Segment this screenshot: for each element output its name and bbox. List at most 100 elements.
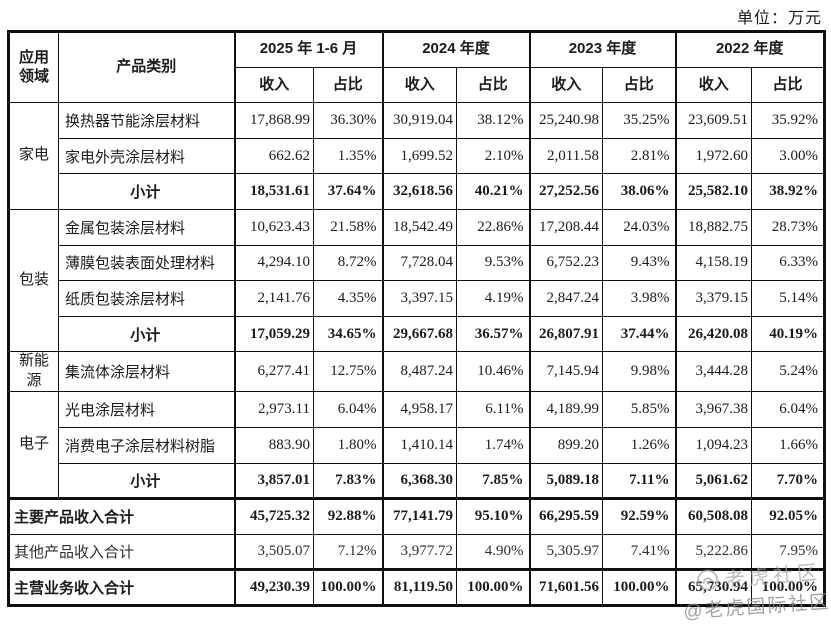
revenue-cell: 2,011.58 (528, 137, 603, 175)
subheader-revenue: 收入 (528, 66, 603, 104)
revenue-cell: 81,119.50 (381, 568, 457, 606)
revenue-cell: 17,059.29 (233, 315, 314, 353)
revenue-cell: 3,444.28 (674, 351, 752, 393)
category-cell: 纸质包装涂层材料 (58, 280, 235, 317)
subheader-revenue: 收入 (233, 66, 314, 104)
application-area-cell: 家电 (8, 102, 59, 210)
share-cell: 7.41% (602, 533, 676, 571)
revenue-cell: 23,609.51 (674, 102, 752, 139)
table-row: 小计 3,857.01 7.83% 6,368.30 7.85% 5,089.18 7.11… (9, 462, 825, 500)
revenue-cell: 1,094.23 (674, 426, 752, 464)
revenue-cell: 29,667.68 (381, 315, 457, 353)
share-cell: 6.04% (313, 391, 383, 428)
revenue-cell: 60,508.08 (674, 497, 752, 535)
share-cell: 9.98% (602, 351, 676, 393)
revenue-cell: 6,277.41 (233, 351, 314, 393)
share-cell: 38.92% (751, 173, 825, 210)
share-cell: 1.35% (313, 137, 383, 175)
share-cell: 4.35% (313, 280, 383, 317)
revenue-cell: 18,882.75 (674, 208, 752, 246)
share-cell: 5.14% (751, 280, 825, 317)
revenue-cell: 899.20 (528, 426, 603, 464)
share-cell: 2.10% (456, 137, 530, 175)
revenue-cell: 4,189.99 (528, 391, 603, 428)
table-row: 消费电子涂层材料树脂 883.90 1.80% 1,410.14 1.74% 899.20… (9, 426, 825, 464)
application-area-cell: 电子 (8, 391, 59, 500)
table-row: 电子 光电涂层材料 2,973.11 6.04% 4,958.17 6.11% 4,189.… (8, 391, 825, 500)
category-cell: 家电外壳涂层材料 (58, 137, 235, 175)
share-cell: 100.00% (456, 568, 530, 606)
revenue-cell: 27,252.56 (528, 173, 603, 210)
table-body: 家电 换热器节能涂层材料 17,868.99 36.30% 30,919.04 38.12… (8, 102, 825, 606)
category-cell: 其他产品收入合计 (8, 533, 235, 571)
table-row: 小计 18,531.61 37.64% 32,618.56 40.21% 27,252.5… (9, 173, 825, 210)
share-cell: 34.65% (313, 315, 383, 353)
revenue-cell: 3,967.38 (674, 391, 752, 428)
revenue-cell: 5,089.18 (528, 462, 603, 500)
revenue-cell: 32,618.56 (381, 173, 457, 210)
category-cell: 集流体涂层材料 (58, 351, 235, 393)
share-cell: 35.92% (751, 102, 825, 139)
revenue-cell: 7,728.04 (381, 244, 457, 282)
share-cell: 100.00% (602, 568, 676, 606)
revenue-cell: 4,158.19 (674, 244, 752, 282)
revenue-cell: 18,542.49 (381, 208, 457, 246)
share-cell: 92.59% (602, 497, 676, 535)
share-cell: 12.75% (313, 351, 383, 393)
table-row: 家电 换热器节能涂层材料 17,868.99 36.30% 30,919.04 38.12… (8, 102, 825, 210)
revenue-cell: 2,973.11 (233, 391, 314, 428)
share-cell: 7.11% (602, 462, 676, 500)
revenue-cell: 8,487.24 (381, 351, 457, 393)
revenue-cell: 49,230.39 (233, 568, 314, 606)
share-cell: 2.81% (602, 137, 676, 175)
category-cell: 光电涂层材料 (58, 391, 235, 428)
revenue-cell: 3,977.72 (381, 533, 457, 571)
share-cell: 24.03% (602, 208, 676, 246)
header-period-2024: 2024 年度 (381, 31, 530, 68)
revenue-cell: 3,379.15 (674, 280, 752, 317)
revenue-cell: 883.90 (233, 426, 314, 464)
revenue-cell: 3,857.01 (233, 462, 314, 500)
share-cell: 5.24% (751, 351, 825, 393)
share-cell: 40.21% (456, 173, 530, 210)
share-cell: 35.25% (602, 102, 676, 139)
share-cell: 1.66% (751, 426, 825, 464)
share-cell: 9.43% (602, 244, 676, 282)
revenue-cell: 17,208.44 (528, 208, 603, 246)
share-cell: 37.44% (602, 315, 676, 353)
revenue-cell: 66,295.59 (528, 497, 603, 535)
table-row: 其他产品收入合计 3,505.07 7.12% 3,977.72 4.90% 5,305.… (8, 533, 825, 571)
share-cell: 3.98% (602, 280, 676, 317)
share-cell: 92.05% (751, 497, 825, 535)
revenue-cell: 30,919.04 (381, 102, 457, 139)
subheader-revenue: 收入 (381, 66, 457, 104)
revenue-cell: 3,397.15 (381, 280, 457, 317)
share-cell: 6.33% (751, 244, 825, 282)
revenue-cell: 26,420.08 (674, 315, 752, 353)
share-cell: 100.00% (313, 568, 383, 606)
share-cell: 4.19% (456, 280, 530, 317)
revenue-cell: 26,807.91 (528, 315, 603, 353)
share-cell: 6.11% (456, 391, 530, 428)
share-cell: 10.46% (456, 351, 530, 393)
revenue-cell: 7,145.94 (528, 351, 603, 393)
revenue-cell: 1,699.52 (381, 137, 457, 175)
revenue-cell: 662.62 (233, 137, 314, 175)
table-row: 小计 17,059.29 34.65% 29,667.68 36.57% 26,807.9… (9, 315, 825, 353)
revenue-cell: 2,847.24 (528, 280, 603, 317)
share-cell: 4.90% (456, 533, 530, 571)
revenue-cell: 1,410.14 (381, 426, 457, 464)
category-cell: 换热器节能涂层材料 (58, 102, 235, 139)
unit-label: 单位：万元 (736, 10, 822, 27)
revenue-by-product-table: 应用领域 产品类别 2025 年 1-6 月 2024 年度 2023 年度 2… (7, 30, 826, 607)
header-period-2022: 2022 年度 (674, 31, 825, 68)
revenue-cell: 2,141.76 (233, 280, 314, 317)
subheader-share: 占比 (751, 66, 825, 104)
share-cell: 9.53% (456, 244, 530, 282)
share-cell: 8.72% (313, 244, 383, 282)
share-cell: 40.19% (751, 315, 825, 353)
subheader-revenue: 收入 (674, 66, 752, 104)
revenue-cell: 4,958.17 (381, 391, 457, 428)
table-row: 纸质包装涂层材料 2,141.76 4.35% 3,397.15 4.19% 2,847.… (9, 280, 825, 317)
share-cell: 36.30% (313, 102, 383, 139)
